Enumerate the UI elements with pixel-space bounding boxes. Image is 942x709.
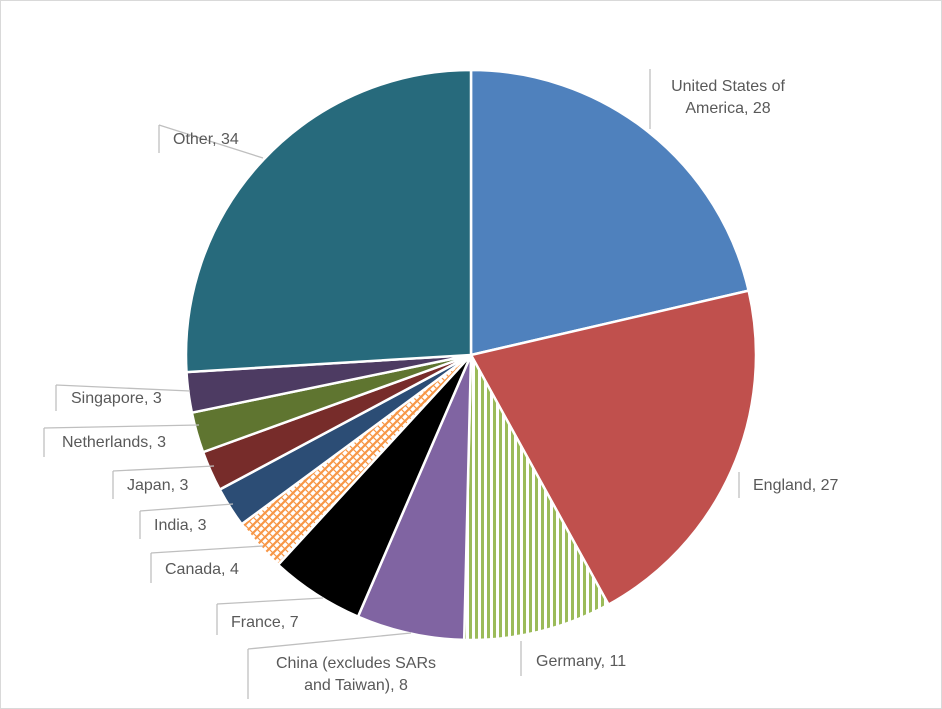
data-label-japan: Japan, 3 bbox=[127, 477, 188, 494]
data-label-singapore: Singapore, 3 bbox=[71, 390, 162, 407]
pie-slice-other bbox=[184, 68, 473, 374]
pie-slices bbox=[184, 68, 758, 642]
leader-line bbox=[43, 424, 200, 429]
leader-line bbox=[112, 465, 215, 472]
leader-line bbox=[139, 503, 234, 512]
leader-line bbox=[150, 545, 264, 554]
leader-line bbox=[247, 632, 412, 650]
data-label-united-states-of-america: United States of America, 28 bbox=[671, 78, 785, 117]
leader-lines bbox=[43, 69, 740, 699]
data-label-india: India, 3 bbox=[154, 517, 207, 534]
pie-slice-united-states-of-america bbox=[469, 68, 751, 357]
leader-line bbox=[216, 597, 324, 605]
data-label-canada: Canada, 4 bbox=[165, 561, 239, 578]
data-label-france: France, 7 bbox=[231, 614, 299, 631]
data-label-england: England, 27 bbox=[753, 477, 839, 494]
data-label-china-excludes-sars-and-taiwan: China (excludes SARs and Taiwan), 8 bbox=[276, 655, 436, 694]
leader-line bbox=[55, 384, 191, 392]
data-label-other: Other, 34 bbox=[173, 131, 239, 148]
pie-slice-england bbox=[469, 289, 758, 607]
data-label-germany: Germany, 11 bbox=[536, 653, 626, 670]
data-labels: United States of America, 28 England, 27 Ge… bbox=[62, 78, 839, 694]
data-label-netherlands: Netherlands, 3 bbox=[62, 434, 166, 451]
leader-line bbox=[158, 124, 264, 159]
pie-slice-germany bbox=[462, 350, 611, 642]
